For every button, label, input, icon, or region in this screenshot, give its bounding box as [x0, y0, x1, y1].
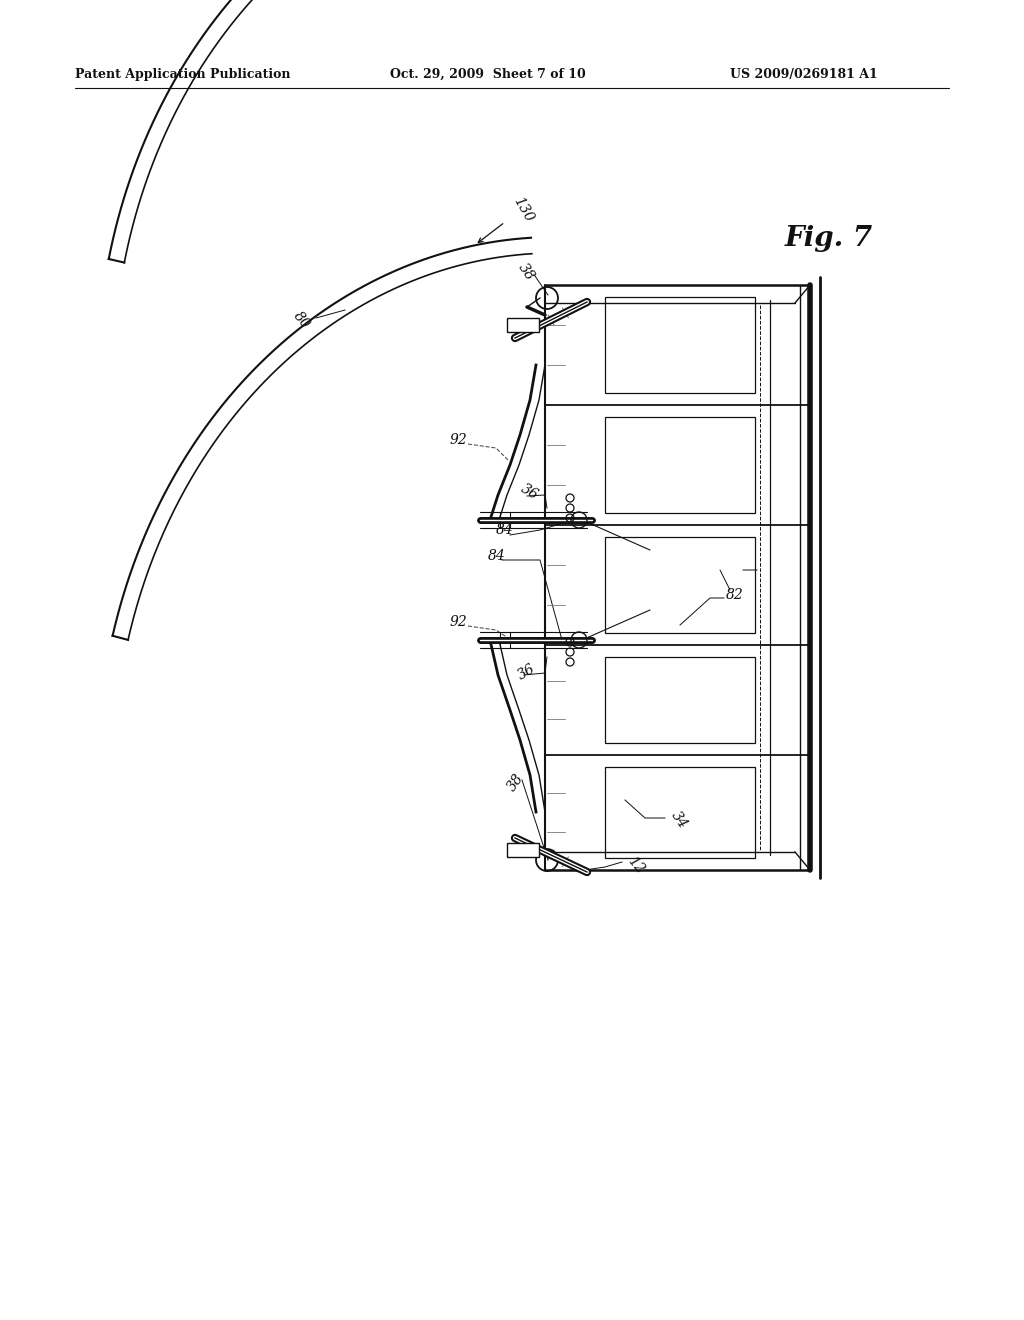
Text: US 2009/0269181 A1: US 2009/0269181 A1: [730, 69, 878, 81]
Text: 36: 36: [515, 661, 538, 682]
Text: 34: 34: [668, 809, 689, 832]
Bar: [605, 417, 755, 513]
Text: 80: 80: [290, 309, 312, 331]
Bar: [507, 843, 539, 857]
Text: Fig. 7: Fig. 7: [785, 224, 873, 252]
Text: 36: 36: [518, 482, 541, 503]
Text: 12: 12: [625, 854, 647, 876]
Text: 84: 84: [496, 523, 514, 537]
Bar: [605, 537, 755, 634]
Text: 92: 92: [450, 433, 468, 447]
Text: Patent Application Publication: Patent Application Publication: [75, 69, 291, 81]
Bar: [605, 657, 755, 743]
Text: Oct. 29, 2009  Sheet 7 of 10: Oct. 29, 2009 Sheet 7 of 10: [390, 69, 586, 81]
Text: 84: 84: [488, 549, 506, 564]
Text: 38: 38: [515, 261, 537, 284]
Bar: [507, 318, 539, 333]
Text: 38: 38: [505, 771, 526, 793]
Text: 130: 130: [510, 195, 536, 224]
Bar: [605, 767, 755, 858]
Bar: [605, 297, 755, 393]
Text: 82: 82: [726, 587, 743, 602]
Text: 92: 92: [450, 615, 468, 630]
